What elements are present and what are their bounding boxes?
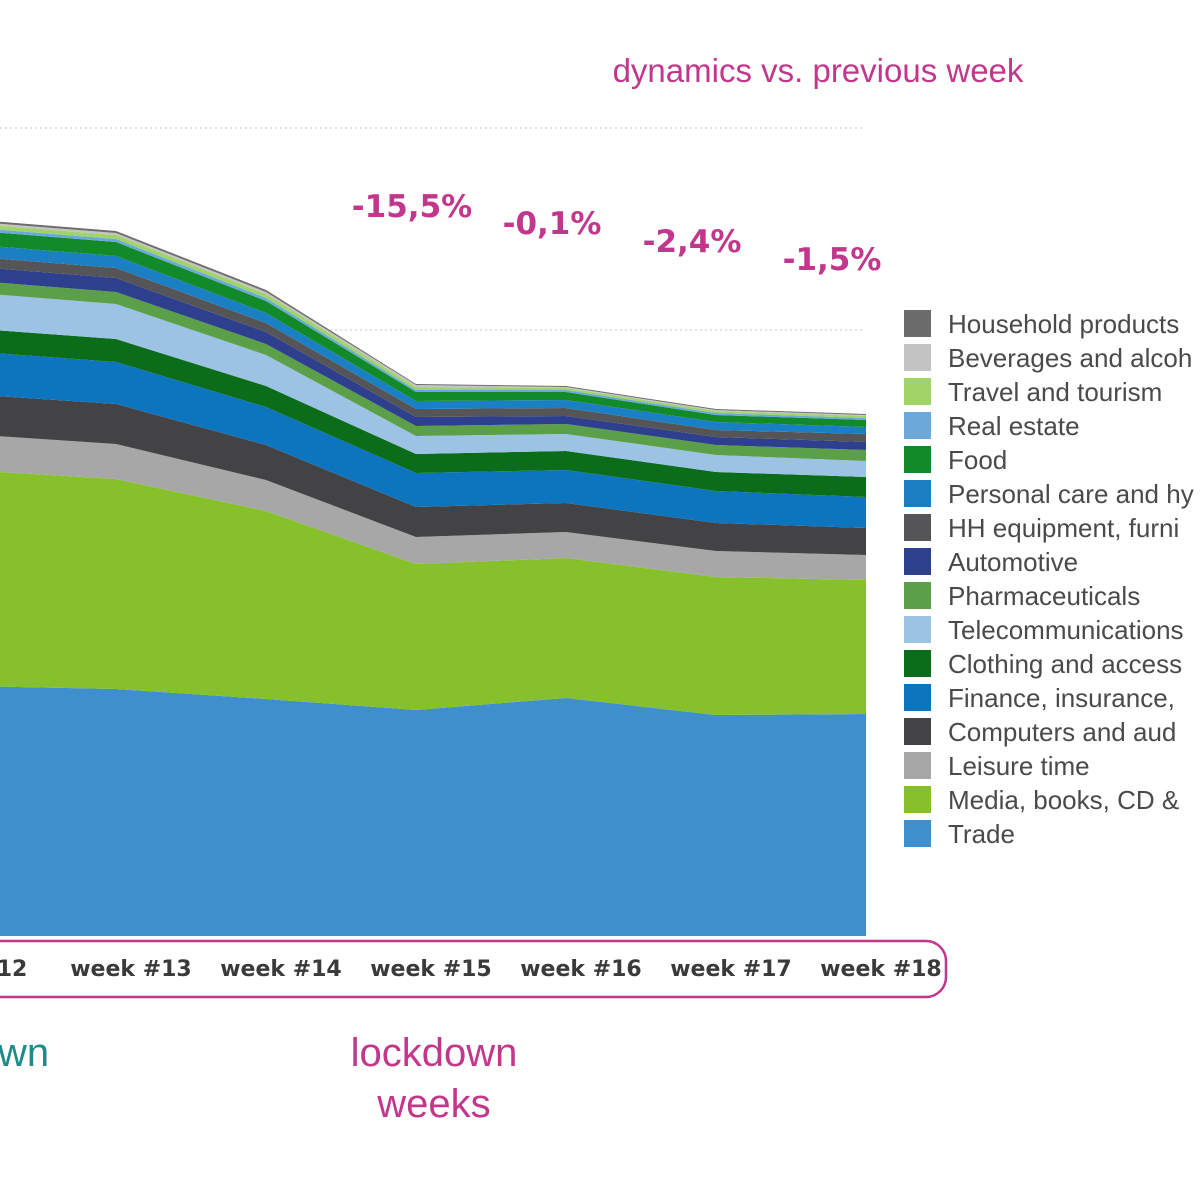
legend-swatch-leisure-time	[904, 752, 931, 779]
area-finance-insurance-bank	[0, 353, 866, 528]
legend-label-automotive: Automotive	[948, 547, 1078, 577]
area-telecommunications	[0, 294, 866, 477]
legend-swatch-real-estate	[904, 412, 931, 439]
area-leisure-time	[0, 436, 866, 580]
legend-label-personal-care-and-hygiene: Personal care and hy	[948, 479, 1194, 509]
legend-swatch-computers-and-audio-video	[904, 718, 931, 745]
legend-swatch-food	[904, 446, 931, 473]
legend-label-trade: Trade	[948, 819, 1015, 849]
x-axis-labels: 12 week #13 week #14 week #15 week #16 week …	[0, 957, 942, 982]
legend-swatch-hh-equipment-furniture	[904, 514, 931, 541]
area-automotive	[0, 268, 866, 450]
x-tick-label: week #18	[820, 957, 942, 982]
area-pharmaceuticals	[0, 282, 866, 461]
dynamics-title: dynamics vs. previous week	[613, 52, 1024, 89]
legend-label-household-products: Household products	[948, 309, 1179, 339]
legend-label-beverages-and-alcohol: Beverages and alcoh	[948, 343, 1192, 373]
area-clothing-and-accessories	[0, 330, 866, 497]
area-trade	[0, 686, 866, 936]
grid	[0, 127, 863, 331]
legend-swatch-trade	[904, 820, 931, 847]
dynamics-value-week-18: -1,5%	[783, 242, 882, 278]
legend-swatch-media-books-cd-dvd	[904, 786, 931, 813]
legend-label-clothing-and-accessories: Clothing and access	[948, 649, 1182, 679]
area-food	[0, 232, 866, 427]
x-tick-label: week #15	[370, 957, 492, 982]
stacked-areas	[0, 221, 866, 936]
legend-label-hh-equipment-furniture: HH equipment, furni	[948, 513, 1179, 543]
legend-swatch-personal-care-and-hygiene	[904, 480, 931, 507]
legend-label-pharmaceuticals: Pharmaceuticals	[948, 581, 1140, 611]
x-tick-label: week #17	[670, 957, 792, 982]
legend-swatch-travel-and-tourism	[904, 378, 931, 405]
legend-label-computers-and-audio-video: Computers and aud	[948, 717, 1176, 747]
legend-label-food: Food	[948, 445, 1007, 475]
legend-swatch-finance-insurance-bank	[904, 684, 931, 711]
legend-swatch-clothing-and-accessories	[904, 650, 931, 677]
legend-swatch-beverages-and-alcohol	[904, 344, 931, 371]
legend-swatch-pharmaceuticals	[904, 582, 931, 609]
legend-label-real-estate: Real estate	[948, 411, 1080, 441]
x-tick-label: week #16	[520, 957, 642, 982]
x-tick-label: week #14	[220, 957, 342, 982]
lockdown-annotation-line1: lockdown	[351, 1031, 518, 1075]
dynamics-value-week-15: -15,5%	[352, 189, 472, 225]
lockdown-annotation-line2: weeks	[376, 1082, 490, 1126]
legend-label-media-books-cd-dvd: Media, books, CD &	[948, 785, 1179, 815]
x-axis-frame	[0, 939, 948, 999]
legend-label-travel-and-tourism: Travel and tourism	[948, 377, 1162, 407]
x-tick-label: 12	[0, 957, 27, 982]
legend-label-telecommunications: Telecommunications	[948, 615, 1184, 645]
legend-swatch-telecommunications	[904, 616, 931, 643]
left-annotation-fragment: wn	[0, 1031, 49, 1075]
legend-label-leisure-time: Leisure time	[948, 751, 1090, 781]
area-media-books-cd-dvd	[0, 472, 866, 715]
legend-swatch-automotive	[904, 548, 931, 575]
area-personal-care-and-hygiene	[0, 246, 866, 434]
x-tick-label: week #13	[70, 957, 192, 982]
dynamics-value-week-17: -2,4%	[643, 224, 742, 260]
area-computers-and-audio-video	[0, 396, 866, 555]
dynamics-value-week-16: -0,1%	[503, 206, 602, 242]
legend: Household products Beverages and alcoh Tra…	[904, 309, 1194, 849]
legend-swatch-household-products	[904, 310, 931, 337]
legend-label-finance-insurance-bank: Finance, insurance,	[948, 683, 1175, 713]
